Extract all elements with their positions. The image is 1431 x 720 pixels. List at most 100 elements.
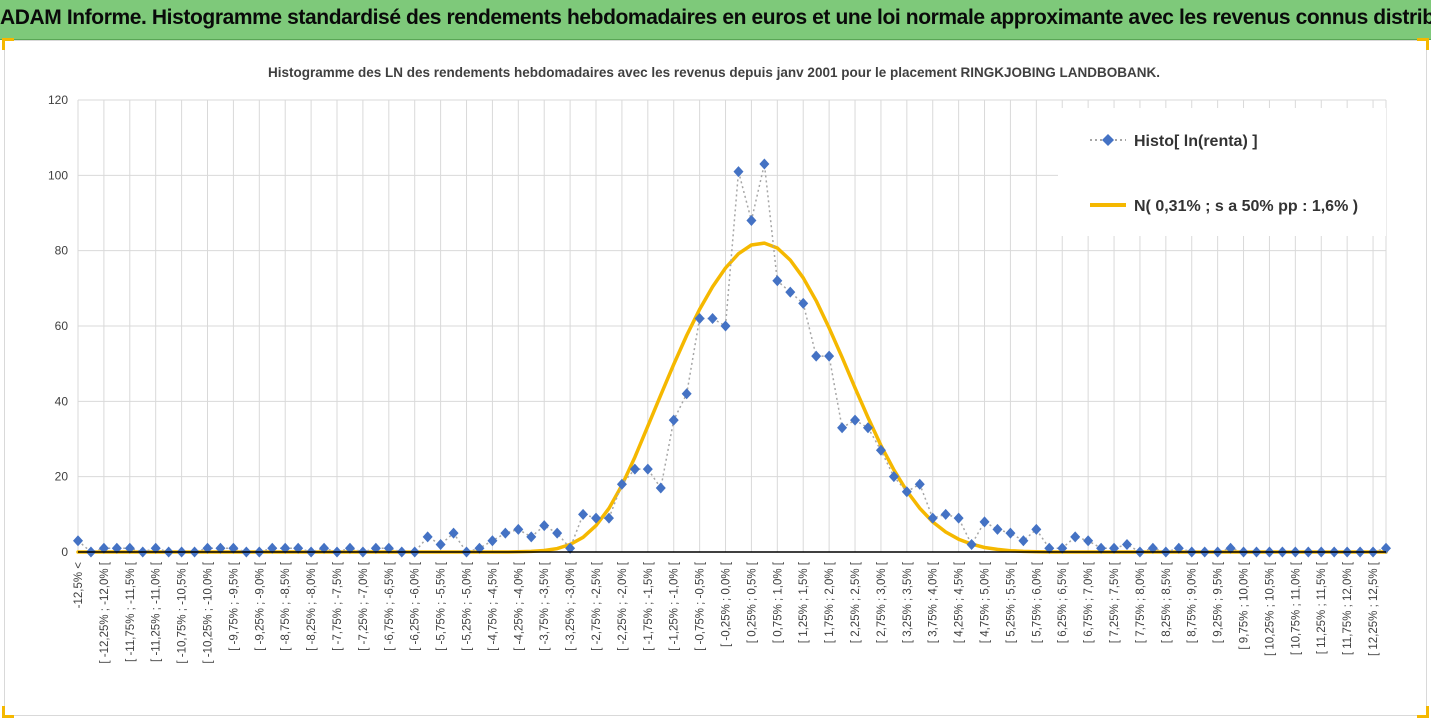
x-tick-label: [ 3,75% ; 4,0% [: [928, 561, 940, 643]
x-tick-label: [ -12,25% ; -12,0% [: [99, 561, 111, 663]
histo-point: [539, 520, 550, 532]
x-tick-label: [ -7,75% ; -7,5% [: [332, 561, 344, 651]
x-tick-label: [ 6,25% ; 6,5% [: [1057, 561, 1069, 643]
x-tick-label: [ 4,75% ; 5,0% [: [980, 561, 992, 643]
x-tick-label: [ 10,75% ; 11,0% [: [1290, 561, 1302, 655]
histo-point: [267, 542, 278, 554]
x-tick-label: [ -1,25% ; -1,0% [: [669, 561, 681, 651]
histo-point: [1031, 523, 1042, 535]
x-tick-label: [ 1,75% ; 2,0% [: [824, 561, 836, 643]
histo-point: [655, 482, 666, 494]
x-tick-label: [ 3,25% ; 3,5% [: [902, 561, 914, 643]
x-tick-label: [ 9,25% ; 9,5% [: [1213, 561, 1225, 643]
histo-point: [500, 527, 511, 539]
x-tick-label: [ -1,75% ; -1,5% [: [643, 561, 655, 651]
x-tick-label: [ -8,25% ; -8,0% [: [306, 561, 318, 651]
x-tick-label: [ 11,75% ; 12,0% [: [1342, 561, 1354, 655]
legend-item-histo: Histo[ ln(renta) ]: [1090, 133, 1258, 150]
x-tick-label: [ 4,25% ; 4,5% [: [954, 561, 966, 643]
frame-corner-top-right: [1417, 38, 1429, 50]
histo-point: [798, 297, 809, 309]
x-tick-label: [ -4,75% ; -4,5% [: [487, 561, 499, 651]
histo-point: [979, 516, 990, 528]
x-tick-label: [ -9,25% ; -9,0% [: [254, 561, 266, 651]
x-tick-label: [ 8,75% ; 9,0% [: [1187, 561, 1199, 643]
histo-point: [435, 538, 446, 550]
histo-point: [966, 538, 977, 550]
histo-point: [837, 422, 848, 434]
histo-point: [422, 531, 433, 543]
x-tick-label: [ -10,25% ; -10,0% [: [203, 561, 215, 663]
histo-point: [953, 512, 964, 524]
histo-point: [733, 166, 744, 178]
y-tick-label: 80: [55, 244, 69, 258]
x-tick-label: [ 5,25% ; 5,5% [: [1005, 561, 1017, 643]
histo-point: [629, 463, 640, 475]
x-tick-label: [ -0,75% ; -0,5% [: [695, 561, 707, 651]
x-tick-label: [ -6,25% ; -6,0% [: [410, 561, 422, 651]
normal-curve-line: [76, 241, 1388, 554]
histo-point: [448, 527, 459, 539]
histo-point: [927, 512, 938, 524]
histo-point: [914, 478, 925, 490]
x-axis-ticks: -12,5% < [ -12,25% ; -12,0% [[ -11,75% ; …: [73, 561, 1380, 663]
histo-point: [850, 414, 861, 426]
histo-point: [862, 422, 873, 434]
y-tick-label: 20: [55, 470, 69, 484]
x-tick-label: [ -5,75% ; -5,5% [: [436, 561, 448, 651]
x-tick-label: [ -6,75% ; -6,5% [: [384, 561, 396, 651]
x-tick-label: [ -11,75% ; -11,5% [: [125, 561, 137, 662]
x-tick-label: [ -3,25% ; -3,0% [: [565, 561, 577, 651]
legend-histo-label: Histo[ ln(renta) ]: [1134, 133, 1258, 150]
histo-point: [603, 512, 614, 524]
histo-point: [565, 542, 576, 554]
x-tick-label: [ 2,75% ; 3,0% [: [876, 561, 888, 643]
histo-point: [1225, 542, 1236, 554]
histo-point: [552, 527, 563, 539]
histo-point: [707, 312, 718, 324]
y-tick-label: 100: [48, 168, 68, 182]
histo-point: [1109, 542, 1120, 554]
histo-point: [1018, 535, 1029, 547]
histo-point: [888, 471, 899, 483]
histo-point: [746, 215, 757, 227]
x-tick-label: [ -3,75% ; -3,5% [: [539, 561, 551, 651]
x-tick-label: [ -9,75% ; -9,5% [: [228, 561, 240, 651]
x-tick-label: [ 6,75% ; 7,0% [: [1083, 561, 1095, 643]
x-tick-label: [ 11,25% ; 11,5% [: [1316, 561, 1328, 654]
histo-point: [785, 286, 796, 298]
histo-point: [1083, 535, 1094, 547]
histo-point: [720, 320, 731, 332]
histo-point: [228, 542, 239, 554]
histo-point: [992, 523, 1003, 535]
report-title: ADAM Informe. Histogramme standardisé de…: [0, 6, 1431, 29]
y-axis-ticks: 0 20 40 60 80 100 120: [48, 93, 68, 559]
histo-point: [875, 444, 886, 456]
histo-point: [526, 531, 537, 543]
histo-point: [383, 542, 394, 554]
histo-point: [319, 542, 330, 554]
chart-legend: Histo[ ln(renta) ] N( 0,31% ; s a 50% pp…: [1058, 108, 1386, 236]
y-tick-label: 120: [48, 93, 68, 107]
histo-point: [1057, 542, 1068, 554]
histo-point: [591, 512, 602, 524]
histo-point: [73, 535, 83, 547]
histo-point: [1121, 538, 1132, 550]
x-tick-label: [ -10,75% ; -10,5% [: [177, 561, 189, 663]
histo-point: [824, 350, 835, 362]
x-tick-label: [ 10,25% ; 10,5% [: [1264, 561, 1276, 656]
histo-point: [293, 542, 304, 554]
histo-point: [681, 388, 692, 400]
chart-title: Histogramme des LN des rendements hebdom…: [268, 65, 1160, 80]
frame-corner-bottom-left: [2, 706, 14, 718]
x-tick-label: [ 8,25% ; 8,5% [: [1161, 561, 1173, 643]
normal-curve-layer: [76, 241, 1388, 554]
x-tick-label: [ -0,25% ; 0,0% [: [721, 561, 733, 647]
histo-point: [111, 542, 122, 554]
histo-point: [668, 414, 679, 426]
histo-point: [474, 542, 485, 554]
histo-point: [98, 542, 109, 554]
y-tick-label: 40: [55, 394, 69, 408]
y-tick-label: 60: [55, 319, 69, 333]
legend-item-normal: N( 0,31% ; s a 50% pp : 1,6% ): [1090, 198, 1358, 215]
